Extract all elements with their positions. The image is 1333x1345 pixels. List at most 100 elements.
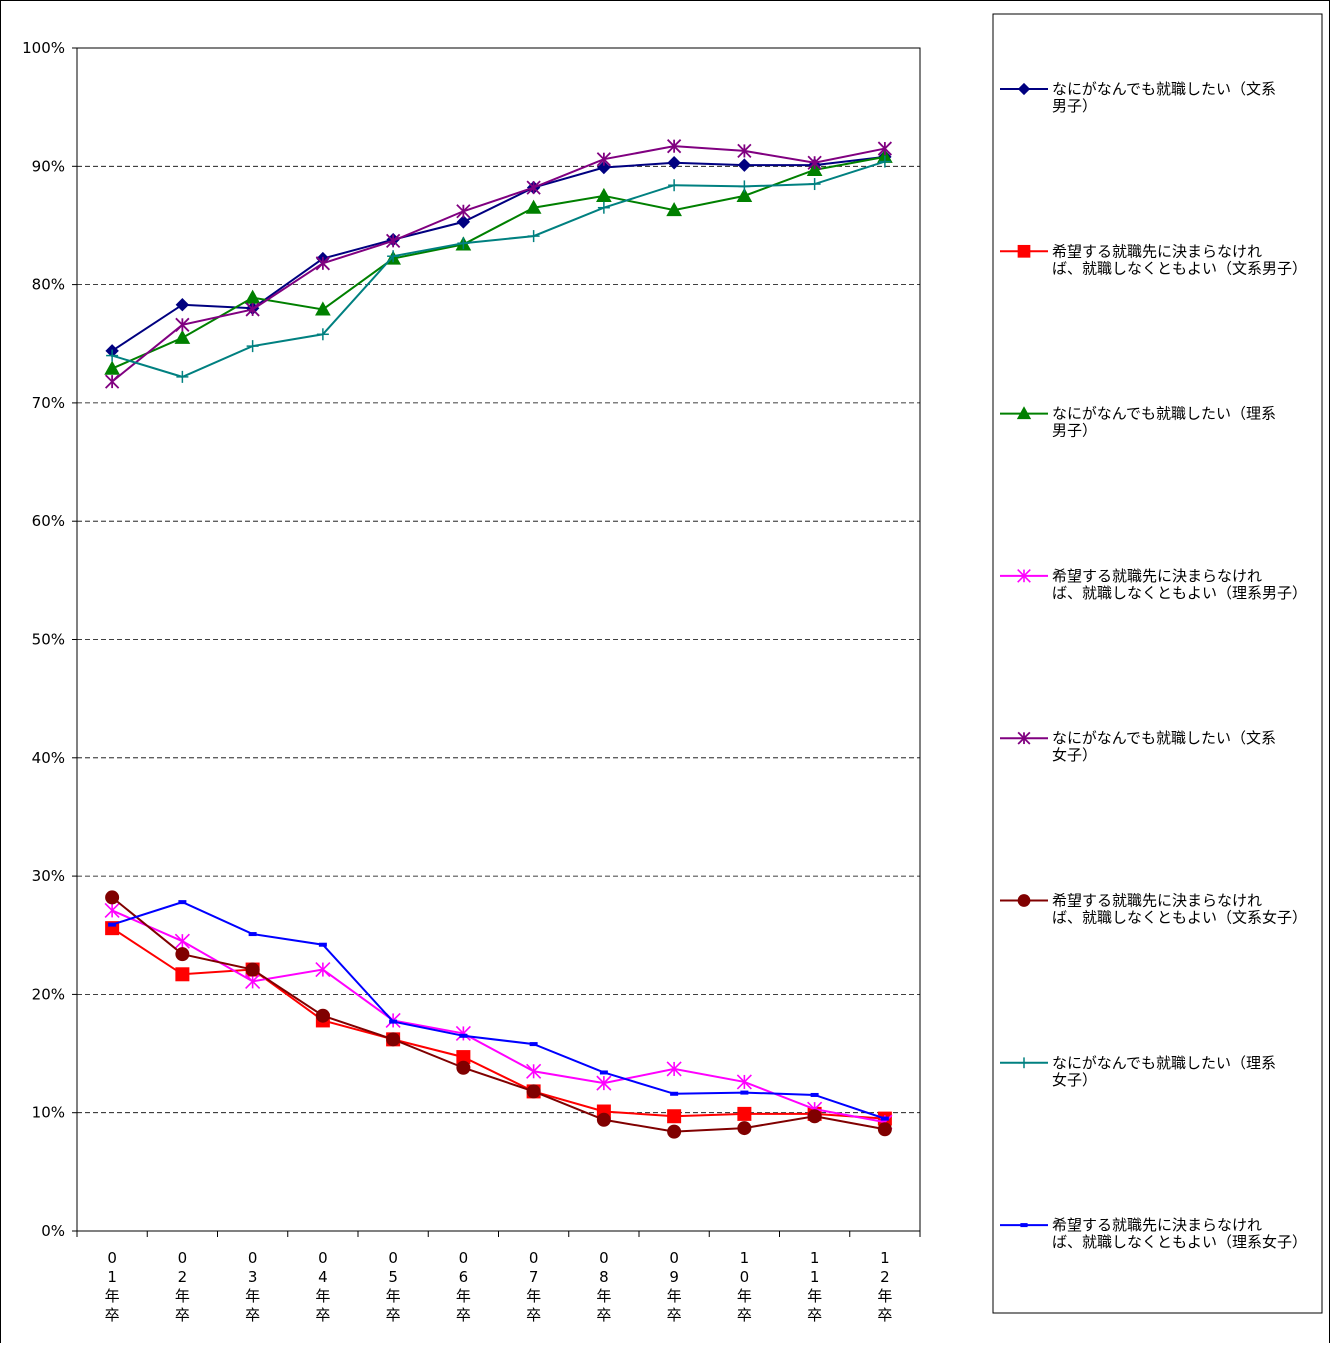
x-tick-label: 1 — [880, 1249, 890, 1267]
data-point-marker — [737, 158, 752, 172]
data-point-marker — [596, 1075, 612, 1091]
data-point-marker — [1017, 731, 1031, 745]
data-point-marker — [596, 1112, 611, 1127]
series-line — [111, 155, 885, 352]
y-tick-label: 100% — [22, 39, 65, 57]
data-point-marker — [526, 180, 541, 195]
x-tick-label: 卒 — [807, 1306, 822, 1324]
data-point-marker — [736, 1074, 752, 1090]
data-point-marker — [106, 349, 119, 362]
x-tick-label: 卒 — [877, 1306, 892, 1324]
x-tick-label: 0 — [388, 1249, 398, 1267]
data-point-marker — [596, 187, 612, 202]
series-line — [111, 909, 886, 1124]
x-tick-label: 1 — [810, 1268, 820, 1286]
data-point-marker — [174, 329, 191, 344]
data-point-marker — [175, 967, 190, 982]
frame-right-border — [1329, 0, 1330, 1343]
x-tick-label: 7 — [529, 1268, 539, 1286]
legend-item-1: なにがなんでも就職したい（文系男子） — [1000, 80, 1276, 115]
legend-label: なにがなんでも就職したい（理系 — [1052, 405, 1276, 423]
data-point-marker — [666, 139, 682, 154]
data-point-marker — [1017, 894, 1031, 907]
series-line — [111, 896, 886, 1133]
data-point-marker — [668, 179, 681, 192]
gridlines — [77, 165, 920, 1114]
x-tick-label: 卒 — [105, 1306, 120, 1324]
data-point-marker — [526, 1084, 541, 1099]
y-tick-label: 80% — [32, 276, 65, 294]
x-tick-label: 年 — [807, 1287, 822, 1305]
data-point-marker — [245, 973, 261, 989]
series-line — [111, 160, 886, 378]
data-point-marker — [596, 152, 612, 167]
frame-left-border — [0, 0, 1, 1343]
legend-label: ば、就職しなくともよい（理系女子） — [1052, 1233, 1307, 1251]
data-point-marker — [525, 199, 542, 214]
data-point-marker — [315, 961, 331, 978]
legend-item-3: なにがなんでも就職したい（理系男子） — [1000, 405, 1276, 440]
x-tick-label: 3 — [248, 1268, 258, 1286]
x-tick-label: 2 — [178, 1268, 188, 1286]
data-point-marker — [1020, 1223, 1028, 1228]
data-point-marker — [315, 301, 331, 316]
legend-label: なにがなんでも就職したい（文系 — [1052, 80, 1276, 98]
data-point-marker — [666, 202, 682, 217]
data-point-marker — [527, 230, 540, 243]
data-point-marker — [740, 1090, 749, 1095]
legend-label: ば、就職しなくともよい（文系女子） — [1052, 909, 1307, 927]
x-tick-label: 1 — [107, 1268, 117, 1286]
data-point-marker — [737, 143, 752, 159]
data-point-marker — [456, 215, 471, 229]
x-tick-label: 4 — [318, 1268, 328, 1286]
x-tick-label: 卒 — [526, 1306, 541, 1324]
data-point-marker — [529, 1042, 538, 1047]
y-tick-label: 40% — [32, 749, 65, 767]
x-tick-label: 0 — [599, 1249, 609, 1267]
x-tick-label: 0 — [459, 1249, 469, 1267]
series-3 — [104, 148, 893, 375]
data-point-marker — [386, 1032, 401, 1047]
x-tick-label: 9 — [669, 1268, 679, 1286]
data-point-marker — [737, 1106, 752, 1121]
x-tick-label: 年 — [315, 1287, 330, 1305]
y-tick-label: 30% — [32, 867, 65, 885]
legend-item-5: なにがなんでも就職したい（文系女子） — [1000, 729, 1276, 764]
data-point-marker — [244, 289, 261, 304]
series-group — [104, 139, 893, 1139]
data-point-marker — [248, 932, 257, 937]
series-6 — [105, 890, 892, 1139]
legend-label: 希望する就職先に決まらなけれ — [1052, 567, 1262, 585]
y-tick-label: 70% — [32, 394, 65, 412]
legend-label: 男子） — [1052, 97, 1097, 115]
y-axis-ticks: 0% 10% 20% 30% 40% 50% 60% 70% 80% 90% 100% — [22, 39, 77, 1240]
x-tick-label: 卒 — [456, 1306, 471, 1324]
x-tick-label: 年 — [526, 1287, 541, 1305]
data-point-marker — [597, 160, 611, 175]
data-point-marker — [877, 1122, 892, 1137]
data-point-marker — [667, 156, 681, 170]
data-point-marker — [1017, 569, 1031, 583]
x-tick-label: 6 — [459, 1268, 469, 1286]
data-point-marker — [246, 340, 259, 353]
data-point-marker — [808, 178, 821, 191]
series-4 — [104, 902, 893, 1130]
data-point-marker — [878, 155, 891, 168]
legend-label: 希望する就職先に決まらなけれ — [1052, 1216, 1262, 1234]
legend: なにがなんでも就職したい（文系男子）希望する就職先に決まらなければ、就職しなくと… — [992, 13, 1323, 1314]
x-tick-label: 卒 — [386, 1306, 401, 1324]
x-tick-label: 年 — [877, 1287, 892, 1305]
legend-label: なにがなんでも就職したい（文系 — [1052, 729, 1276, 747]
series-1 — [105, 150, 892, 358]
data-point-marker — [316, 328, 329, 341]
data-point-marker — [175, 298, 190, 312]
x-tick-label: 0 — [318, 1249, 328, 1267]
data-point-marker — [807, 155, 822, 170]
x-tick-label: 年 — [667, 1287, 682, 1305]
series-line — [111, 155, 886, 370]
legend-label: ば、就職しなくともよい（理系男子） — [1052, 584, 1307, 602]
